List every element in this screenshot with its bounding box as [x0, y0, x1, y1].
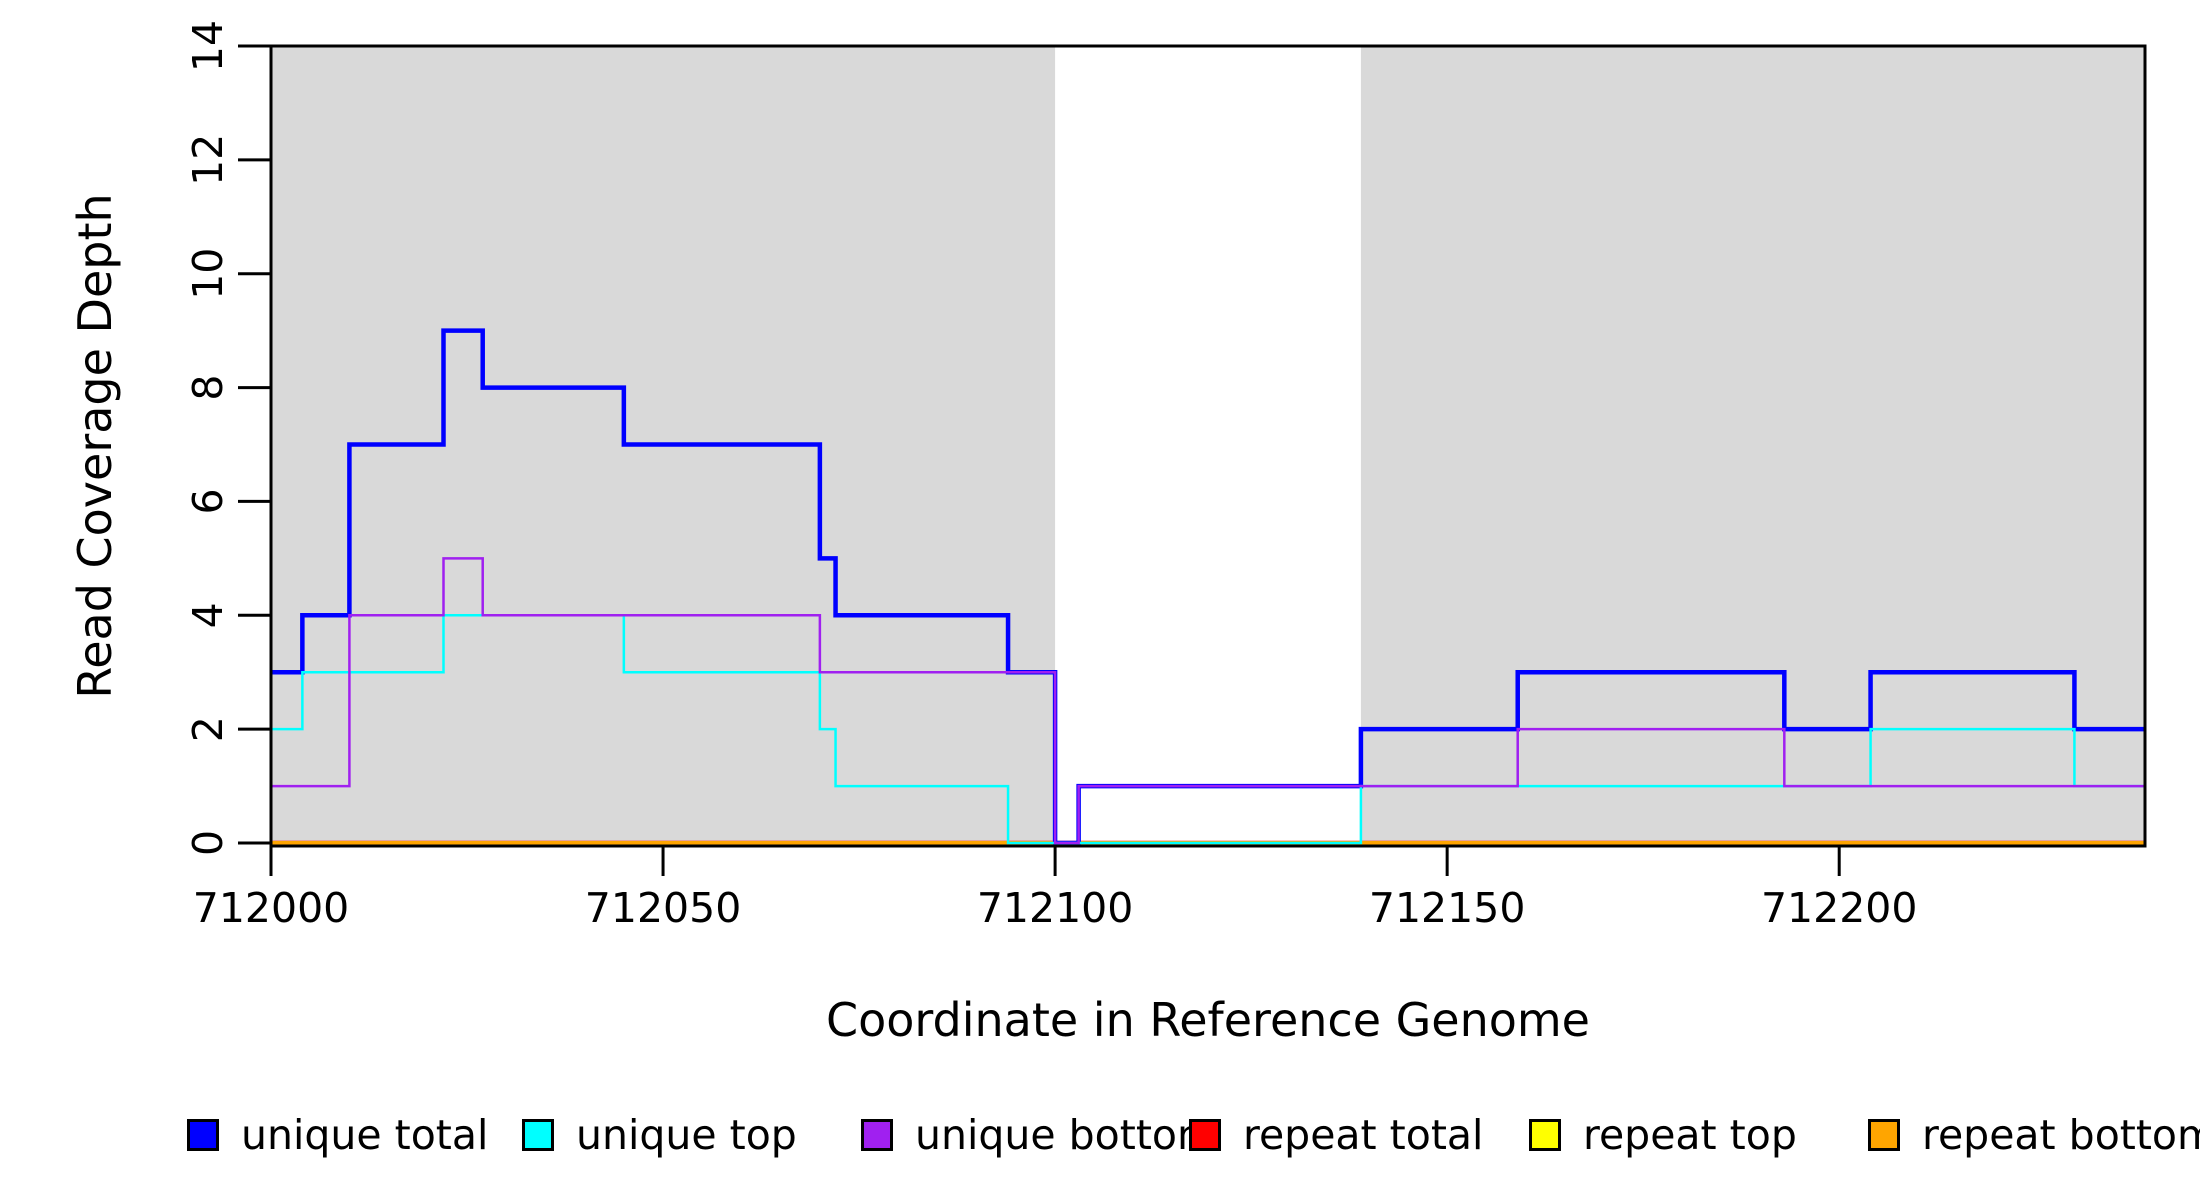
legend-item-unique-total: unique total — [187, 1111, 489, 1159]
x-tick-label: 712150 — [1369, 884, 1526, 932]
shaded-regions — [271, 46, 2145, 846]
legend-swatch — [1868, 1119, 1900, 1151]
legend-item-repeat-total: repeat total — [1189, 1111, 1484, 1159]
legend-item-repeat-bottom: repeat bottom — [1868, 1111, 2200, 1159]
legend-label: unique top — [576, 1111, 797, 1159]
legend-item-unique-bottom: unique bottom — [861, 1111, 1217, 1159]
y-tick-label: 8 — [184, 375, 232, 401]
legend-item-unique-top: unique top — [522, 1111, 797, 1159]
axis-tick-labels: 712000 712050 712100 712150 712200 0 2 4 6 8 10 12 1… — [184, 20, 1917, 932]
y-tick-label: 6 — [184, 488, 232, 514]
legend-label: unique bottom — [915, 1111, 1217, 1159]
legend-swatch — [522, 1119, 554, 1151]
x-tick-label: 712200 — [1761, 884, 1918, 932]
y-tick-label: 12 — [184, 134, 232, 186]
legend-label: repeat bottom — [1922, 1111, 2200, 1159]
y-tick-label: 10 — [184, 248, 232, 300]
legend-swatch — [1529, 1119, 1561, 1151]
legend-label: unique total — [241, 1111, 489, 1159]
series-line-unique-bottom — [271, 557, 2145, 845]
series-line-unique-total — [271, 328, 2145, 846]
x-tick-label: 712050 — [585, 884, 742, 932]
x-tick-label: 712000 — [193, 884, 350, 932]
legend-label: repeat total — [1243, 1111, 1484, 1159]
series-line-unique-top — [271, 614, 2145, 845]
axis-ticks — [238, 44, 1841, 876]
legend-label: repeat top — [1583, 1111, 1797, 1159]
y-tick-label: 2 — [184, 716, 232, 742]
y-tick-label: 0 — [184, 830, 232, 856]
shaded-region — [1360, 46, 2145, 846]
series-lines — [271, 328, 2145, 846]
x-axis-title: Coordinate in Reference Genome — [826, 993, 1590, 1047]
legend-swatch — [861, 1119, 893, 1151]
plot-border — [269, 44, 2147, 848]
plot-frame — [269, 44, 2147, 848]
y-tick-label: 14 — [184, 20, 232, 72]
legend-swatch — [1189, 1119, 1221, 1151]
legend-swatch — [187, 1119, 219, 1151]
legend-item-repeat-top: repeat top — [1529, 1111, 1797, 1159]
y-axis-title: Read Coverage Depth — [68, 193, 122, 699]
y-tick-label: 4 — [184, 602, 232, 628]
x-tick-label: 712100 — [977, 884, 1134, 932]
